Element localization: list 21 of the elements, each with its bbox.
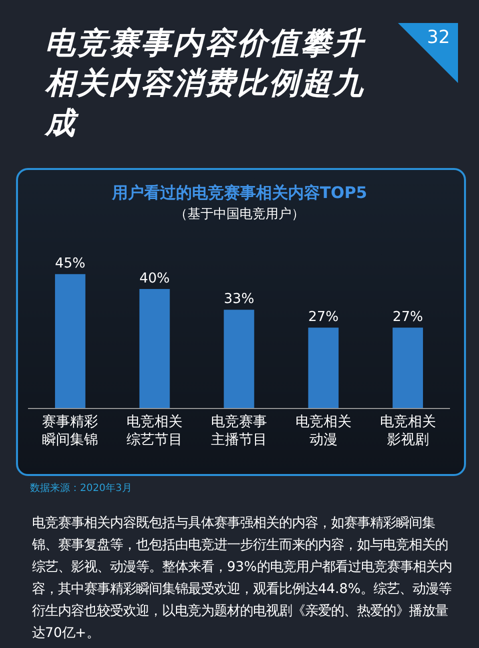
- bar: [139, 288, 170, 408]
- data-label: 27%: [392, 308, 423, 325]
- bar: [392, 328, 423, 408]
- text: 电竞赛事内容价值攀升相关内容消费比例超九成: [45, 25, 367, 143]
- source-note: 数据来源：2020年3月: [30, 482, 132, 495]
- data-label: 33%: [224, 291, 254, 308]
- data-label: 27%: [308, 308, 339, 325]
- x-tick-label: 电竞相关动漫: [295, 414, 352, 448]
- bar: [224, 310, 254, 408]
- chart-title: 用户看过的电竞赛事相关内容TOP5: [110, 183, 368, 204]
- text: 电竞赛事相关内容既包括与具体赛事强相关的内容，如赛事精彩瞬间集锦、赛事复盘等，也包括由电竞进一步衍生而来的内容，如与电竞相关的综艺、影视、动漫等。整体来看，93%的电竞用户都看过电竞赛事相关内容，其中赛事精彩瞬间集锦最受欢迎，观看比例达44.8%。综艺、动漫等衍生内容也较受欢迎，以电竞为题材的电视剧《亲爱的、热爱的》播放量达70亿+。: [32, 514, 452, 643]
- x-tick-label: 赛事精彩瞬间集锦: [42, 414, 98, 448]
- text: 32: [427, 27, 450, 48]
- x-tick-label: 电竞赛事主播节目: [211, 414, 267, 448]
- bar: [308, 328, 339, 408]
- x-tick-label: 电竞相关影视剧: [380, 414, 436, 448]
- chart-subtitle: （基于中国电竞用户）: [174, 206, 306, 223]
- bar: [55, 274, 86, 408]
- data-label: 40%: [139, 270, 170, 286]
- x-tick-label: 电竞相关综艺节目: [126, 414, 183, 448]
- data-label: 45%: [55, 255, 86, 272]
